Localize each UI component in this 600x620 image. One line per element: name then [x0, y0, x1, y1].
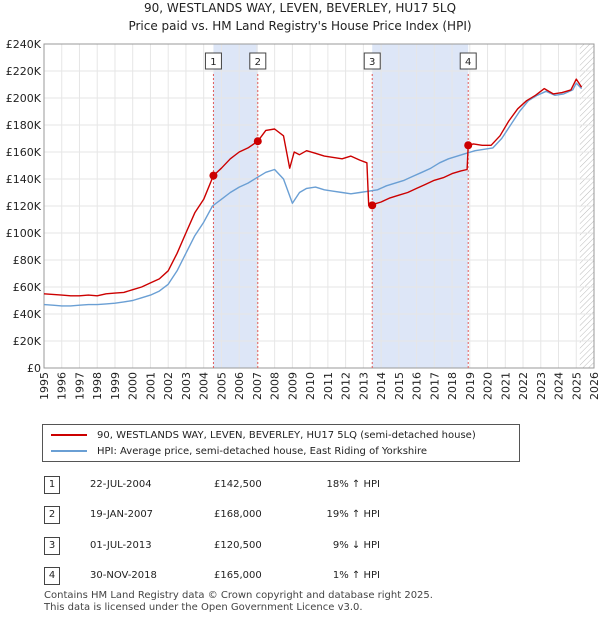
y-tick-label: £240K — [6, 38, 42, 51]
transaction-label-box — [459, 52, 477, 70]
transaction-date: 19-JAN-2007 — [90, 509, 154, 520]
x-tick-label: 1998 — [91, 372, 104, 400]
x-tick-label: 2015 — [393, 372, 406, 400]
plot-border — [43, 43, 595, 369]
transaction-label: 1 — [204, 52, 222, 70]
transaction-point — [253, 137, 262, 146]
y-tick-label: £0 — [27, 362, 41, 375]
x-tick-label: 2007 — [251, 372, 264, 400]
transaction-label-box — [204, 52, 222, 70]
x-tick-label: 2000 — [127, 372, 140, 400]
x-tick-label: 1995 — [38, 372, 51, 400]
y-tick-label: £80K — [13, 254, 42, 267]
y-tick-label: £120K — [6, 200, 42, 213]
footer-licence: This data is licensed under the Open Gov… — [44, 602, 363, 613]
x-tick-label: 2026 — [588, 372, 600, 400]
legend-item-hpi: HPI: Average price, semi-detached house,… — [51, 443, 427, 459]
transaction-number: 4 — [44, 567, 60, 585]
y-tick-label: £20K — [13, 335, 42, 348]
legend-swatch-property — [51, 434, 87, 436]
legend: 90, WESTLANDS WAY, LEVEN, BEVERLEY, HU17… — [42, 424, 520, 462]
transaction-price: £165,000 — [214, 570, 262, 581]
transaction-label-text: 2 — [255, 57, 261, 68]
transaction-point — [464, 141, 473, 150]
transaction-date: 30-NOV-2018 — [90, 570, 157, 581]
chart-title: 90, WESTLANDS WAY, LEVEN, BEVERLEY, HU17… — [143, 1, 457, 15]
y-tick-label: £200K — [6, 92, 42, 105]
x-tick-label: 2012 — [340, 372, 353, 400]
x-tick-label: 2021 — [499, 372, 512, 400]
x-tick-label: 1999 — [109, 372, 122, 400]
x-tick-label: 2023 — [535, 372, 548, 400]
x-tick-label: 2010 — [304, 372, 317, 400]
legend-item-property: 90, WESTLANDS WAY, LEVEN, BEVERLEY, HU17… — [51, 427, 476, 443]
x-tick-label: 2011 — [322, 372, 335, 400]
transaction-number: 1 — [44, 476, 60, 494]
legend-swatch-hpi — [51, 450, 87, 452]
transaction-hpi-diff: 9% ↓ HPI — [332, 540, 380, 551]
transaction-label: 3 — [363, 52, 381, 70]
transaction-point — [368, 201, 377, 210]
x-tick-label: 2002 — [162, 372, 175, 400]
chart-subtitle: Price paid vs. HM Land Registry's House … — [128, 19, 472, 33]
transaction-label-box — [249, 52, 267, 70]
transaction-price: £142,500 — [214, 479, 262, 490]
x-tick-label: 2004 — [198, 372, 211, 400]
series-line-property — [43, 78, 583, 297]
x-tick-label: 2022 — [517, 372, 530, 400]
transaction-label-text: 3 — [369, 57, 375, 68]
transaction-number: 3 — [44, 537, 60, 555]
x-tick-label: 2005 — [215, 372, 228, 400]
y-tick-label: £60K — [13, 281, 42, 294]
transaction-date: 01-JUL-2013 — [90, 540, 152, 551]
x-tick-label: 1996 — [56, 372, 69, 400]
x-tick-label: 2019 — [464, 372, 477, 400]
x-tick-label: 2013 — [357, 372, 370, 400]
transaction-date: 22-JUL-2004 — [90, 479, 152, 490]
x-tick-label: 2020 — [482, 372, 495, 400]
x-tick-label: 1997 — [73, 372, 86, 400]
x-tick-label: 2003 — [180, 372, 193, 400]
y-tick-label: £140K — [6, 173, 42, 186]
y-tick-label: £220K — [6, 65, 42, 78]
y-tick-label: £160K — [6, 146, 42, 159]
transaction-label: 2 — [249, 52, 267, 70]
legend-label-hpi: HPI: Average price, semi-detached house,… — [97, 445, 428, 457]
transaction-hpi-diff: 18% ↑ HPI — [326, 479, 380, 490]
y-tick-label: £40K — [13, 308, 42, 321]
x-tick-label: 2025 — [570, 372, 583, 400]
x-tick-label: 2024 — [553, 372, 566, 400]
legend-label-property: 90, WESTLANDS WAY, LEVEN, BEVERLEY, HU17… — [97, 429, 476, 441]
x-tick-label: 2009 — [286, 372, 299, 400]
x-tick-label: 2014 — [375, 372, 388, 400]
series-line-hpi — [43, 82, 583, 307]
transaction-label-box — [363, 52, 381, 70]
x-tick-label: 2006 — [233, 372, 246, 400]
y-tick-label: £100K — [6, 227, 42, 240]
transaction-number: 2 — [44, 506, 60, 524]
transaction-hpi-diff: 1% ↑ HPI — [332, 570, 380, 581]
y-tick-label: £180K — [6, 119, 42, 132]
transaction-hpi-diff: 19% ↑ HPI — [326, 509, 380, 520]
transaction-label-text: 1 — [210, 57, 216, 68]
transaction-price: £168,000 — [214, 509, 262, 520]
x-tick-label: 2001 — [144, 372, 157, 400]
x-tick-label: 2017 — [428, 372, 441, 400]
transaction-label: 4 — [459, 52, 477, 70]
x-tick-label: 2008 — [269, 372, 282, 400]
x-tick-label: 2018 — [446, 372, 459, 400]
transaction-price: £120,500 — [214, 540, 262, 551]
price-chart: £0 £20K £40K £60K £80K £100K £120K £140K £160K £1… — [6, 38, 600, 400]
x-tick-label: 2016 — [411, 372, 424, 400]
transaction-label-text: 4 — [465, 57, 471, 68]
footer-copyright: Contains HM Land Registry data © Crown c… — [44, 590, 433, 601]
transaction-point — [209, 171, 218, 180]
